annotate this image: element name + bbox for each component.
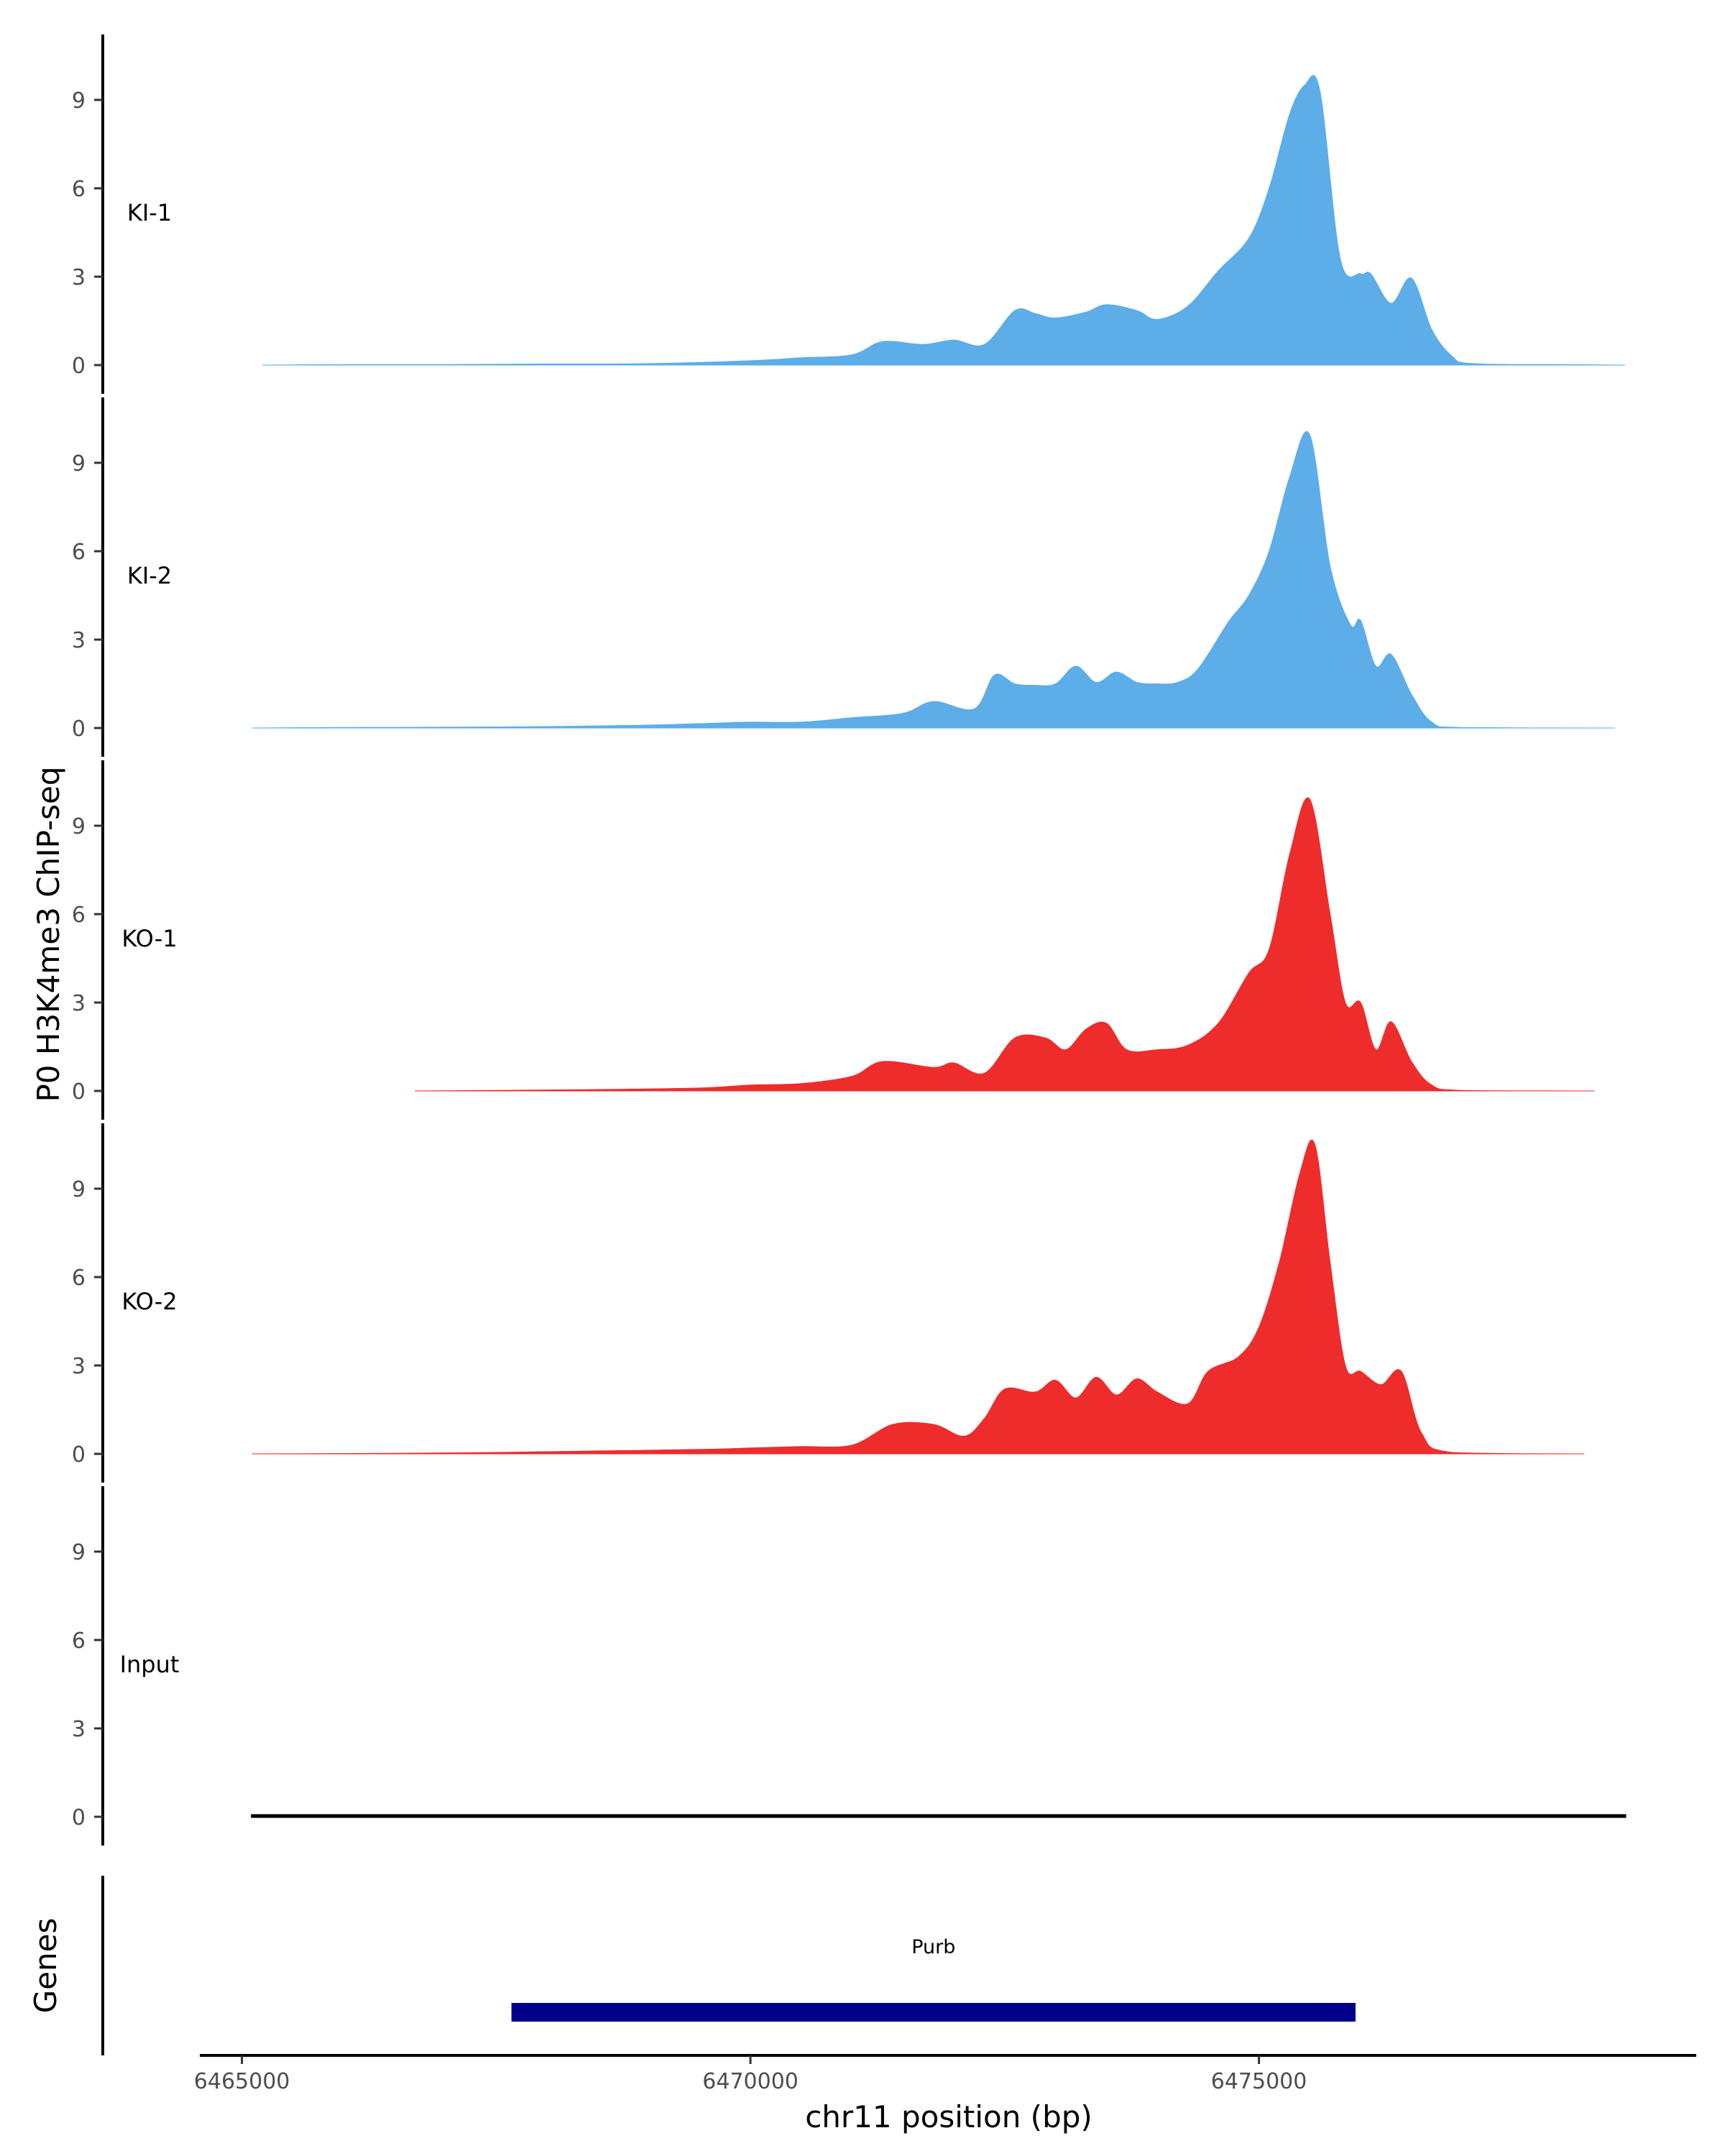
track-label: KI-2 — [127, 562, 172, 589]
track-label: KO-2 — [121, 1288, 177, 1315]
track-input: 0 3 6 9 Input — [72, 1486, 1627, 1846]
series-area-ko-2 — [252, 1139, 1585, 1455]
x-tick-label: 6465000 — [194, 2069, 290, 2094]
gene-label: Purb — [911, 1936, 955, 1958]
y-tick-label: 9 — [72, 1540, 86, 1565]
y-axis-title: P0 H3K4me3 ChIP-seq — [31, 766, 66, 1102]
y-tick-label: 6 — [72, 903, 86, 928]
track-ki-2: 0 3 6 9 KI-2 — [72, 397, 1615, 757]
y-tick-label: 0 — [72, 1805, 86, 1830]
y-tick-label: 3 — [72, 628, 86, 653]
y-tick-label: 0 — [72, 1442, 86, 1468]
y-tick-label: 6 — [72, 540, 86, 565]
y-tick-label: 6 — [72, 1266, 86, 1291]
track-label: Input — [120, 1651, 180, 1678]
y-tick-label: 9 — [72, 814, 86, 839]
y-tick-label: 9 — [72, 88, 86, 114]
gene-bar — [511, 2003, 1356, 2022]
x-axis: 6465000 6470000 6475000 — [194, 2054, 1696, 2094]
y-tick-label: 3 — [72, 1717, 86, 1742]
track-ko-2: 0 3 6 9 KO-2 — [72, 1123, 1585, 1483]
y-tick-label: 3 — [72, 1354, 86, 1379]
genes-axis-title: Genes — [28, 1918, 63, 2014]
tracks: 0 3 6 9 KI-1 0 3 6 9 KI-2 0 3 6 9 KO-1 0 3 6 9 KO-2 0 3 6 9 Inpu… — [72, 34, 1627, 1846]
series-area-ko-1 — [415, 797, 1595, 1092]
y-tick-label: 0 — [72, 1079, 86, 1105]
y-tick-label: 3 — [72, 991, 86, 1016]
y-tick-label: 0 — [72, 717, 86, 742]
series-area-input — [251, 1814, 1627, 1818]
y-tick-label: 0 — [72, 354, 86, 379]
y-tick-label: 9 — [72, 451, 86, 476]
y-tick-label: 3 — [72, 265, 86, 290]
track-label: KO-1 — [121, 925, 177, 952]
y-tick-label: 9 — [72, 1177, 86, 1202]
series-area-ki-1 — [262, 75, 1626, 366]
x-tick-label: 6475000 — [1211, 2069, 1307, 2094]
x-tick-label: 6470000 — [702, 2069, 799, 2094]
x-axis-title: chr11 position (bp) — [805, 2099, 1092, 2134]
y-tick-label: 6 — [72, 177, 86, 202]
track-ko-1: 0 3 6 9 KO-1 — [72, 760, 1595, 1120]
track-label: KI-1 — [127, 199, 172, 226]
track-ki-1: 0 3 6 9 KI-1 — [72, 34, 1626, 394]
series-area-ki-2 — [252, 431, 1615, 729]
y-tick-label: 6 — [72, 1628, 86, 1654]
genes-track: Purb — [101, 1876, 1356, 2055]
